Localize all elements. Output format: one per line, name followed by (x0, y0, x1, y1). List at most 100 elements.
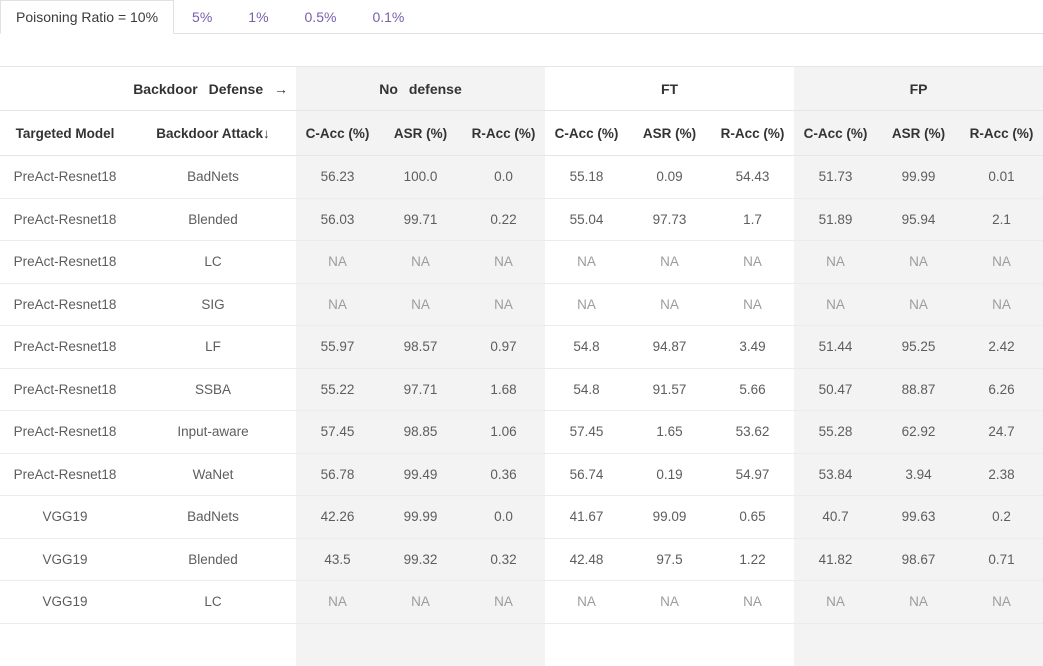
table-body: PreAct-Resnet18 BadNets 56.23 100.0 0.0 55.18… (0, 155, 1043, 666)
table-row: VGG19 Blended 43.5 99.32 0.32 42.48 97.5 1.22 41… (0, 538, 1043, 581)
tab-poisoning-ratio-1[interactable]: 1% (248, 8, 269, 25)
value-cell: 97.71 (379, 368, 463, 411)
value-cell: NA (711, 580, 795, 624)
value-cell: 62.92 (877, 410, 961, 454)
table-row: PreAct-Resnet18 SIG NA NA NA NA NA NA NA NA NA (0, 283, 1043, 326)
value-cell: 54.8 (545, 368, 629, 411)
table-row: PreAct-Resnet18 SSBA 55.22 97.71 1.68 54.8 91.… (0, 368, 1043, 411)
value-cell: 24.7 (960, 410, 1043, 454)
value-cell: 54.8 (545, 325, 629, 369)
targeted-model-cell: PreAct-Resnet18 (0, 198, 130, 241)
value-cell: 0.36 (462, 453, 546, 496)
value-cell: 57.45 (296, 410, 380, 454)
value-cell (130, 623, 296, 666)
value-cell (0, 623, 130, 666)
value-cell: 53.84 (794, 453, 878, 496)
poisoning-ratio-tabs: Poisoning Ratio = 10% 5% 1% 0.5% 0.1% (0, 0, 1043, 34)
targeted-model-cell: VGG19 (0, 580, 130, 624)
value-cell: 99.99 (379, 495, 463, 539)
value-cell: 56.23 (296, 155, 380, 199)
value-cell: 98.57 (379, 325, 463, 369)
col-header-asr-nodefense: ASR (%) (379, 110, 463, 156)
value-cell: NA (960, 580, 1043, 624)
value-cell: NA (794, 240, 878, 284)
backdoor-attack-cell: LC (130, 580, 297, 624)
value-cell: NA (960, 283, 1043, 326)
value-cell (545, 623, 628, 666)
table-row: PreAct-Resnet18 LF 55.97 98.57 0.97 54.8 94.87… (0, 325, 1043, 369)
tab-poisoning-ratio-0-1[interactable]: 0.1% (372, 8, 405, 25)
backdoor-attack-cell: SIG (130, 283, 297, 326)
value-cell: 41.67 (545, 495, 629, 539)
group-header-ft: FT (545, 66, 795, 111)
backdoor-attack-cell: Blended (130, 198, 297, 241)
value-cell: 5.66 (711, 368, 795, 411)
value-cell: 40.7 (794, 495, 878, 539)
value-cell: 1.68 (462, 368, 546, 411)
value-cell (711, 623, 794, 666)
value-cell: 99.32 (379, 538, 463, 581)
targeted-model-cell: PreAct-Resnet18 (0, 240, 130, 284)
targeted-model-cell: VGG19 (0, 538, 130, 581)
backdoor-defense-arrow-header: Backdoor Defense → (0, 66, 297, 111)
col-header-racc-nodefense: R-Acc (%) (462, 110, 546, 156)
group-header-no-defense: No defense (296, 66, 546, 111)
backdoor-attack-cell: BadNets (130, 495, 297, 539)
value-cell: 56.78 (296, 453, 380, 496)
value-cell: 99.99 (877, 155, 961, 199)
col-header-backdoor-attack: Backdoor Attack↓ (130, 110, 297, 156)
group-header-fp: FP (794, 66, 1043, 111)
value-cell: 51.73 (794, 155, 878, 199)
value-cell (628, 623, 711, 666)
value-cell: 43.5 (296, 538, 380, 581)
tab-poisoning-ratio-5[interactable]: 5% (192, 8, 213, 25)
value-cell: 99.63 (877, 495, 961, 539)
value-cell (379, 623, 463, 666)
table-row-partial (0, 623, 1043, 666)
value-cell (462, 623, 546, 666)
value-cell: 100.0 (379, 155, 463, 199)
value-cell: 50.47 (794, 368, 878, 411)
value-cell: 0.32 (462, 538, 546, 581)
value-cell: 97.5 (628, 538, 712, 581)
value-cell: NA (960, 240, 1043, 284)
value-cell: 42.26 (296, 495, 380, 539)
value-cell (794, 623, 878, 666)
value-cell: NA (794, 283, 878, 326)
value-cell: NA (296, 580, 380, 624)
table-row: PreAct-Resnet18 BadNets 56.23 100.0 0.0 55.18… (0, 155, 1043, 199)
value-cell: 56.03 (296, 198, 380, 241)
value-cell: 0.22 (462, 198, 546, 241)
value-cell: 3.94 (877, 453, 961, 496)
value-cell: 99.49 (379, 453, 463, 496)
value-cell: 55.97 (296, 325, 380, 369)
backdoor-attack-cell: SSBA (130, 368, 297, 411)
value-cell: 0.71 (960, 538, 1043, 581)
value-cell: 95.94 (877, 198, 961, 241)
table-row: VGG19 BadNets 42.26 99.99 0.0 41.67 99.09 0.65 4… (0, 495, 1043, 539)
tab-poisoning-ratio-10[interactable]: Poisoning Ratio = 10% (0, 0, 175, 34)
value-cell: 55.28 (794, 410, 878, 454)
tab-poisoning-ratio-0-5[interactable]: 0.5% (304, 8, 337, 25)
value-cell: 55.04 (545, 198, 629, 241)
value-cell: 55.18 (545, 155, 629, 199)
col-header-asr-ft: ASR (%) (628, 110, 712, 156)
value-cell: NA (711, 283, 795, 326)
col-header-asr-fp: ASR (%) (877, 110, 961, 156)
value-cell: NA (794, 580, 878, 624)
value-cell: NA (628, 580, 712, 624)
backdoor-attack-cell: Blended (130, 538, 297, 581)
value-cell: 99.09 (628, 495, 712, 539)
value-cell: NA (628, 283, 712, 326)
value-cell: 97.73 (628, 198, 712, 241)
value-cell: NA (379, 240, 463, 284)
value-cell: 0.0 (462, 495, 546, 539)
value-cell: 1.22 (711, 538, 795, 581)
backdoor-defense-results-table: Backdoor Defense → No defense FT FP Targ… (0, 66, 1043, 666)
col-header-racc-ft: R-Acc (%) (711, 110, 795, 156)
value-cell: 98.85 (379, 410, 463, 454)
targeted-model-cell: PreAct-Resnet18 (0, 283, 130, 326)
value-cell: 95.25 (877, 325, 961, 369)
table-row: PreAct-Resnet18 Input-aware 57.45 98.85 1.06… (0, 410, 1043, 454)
table-row: PreAct-Resnet18 WaNet 56.78 99.49 0.36 56.74 0… (0, 453, 1043, 496)
